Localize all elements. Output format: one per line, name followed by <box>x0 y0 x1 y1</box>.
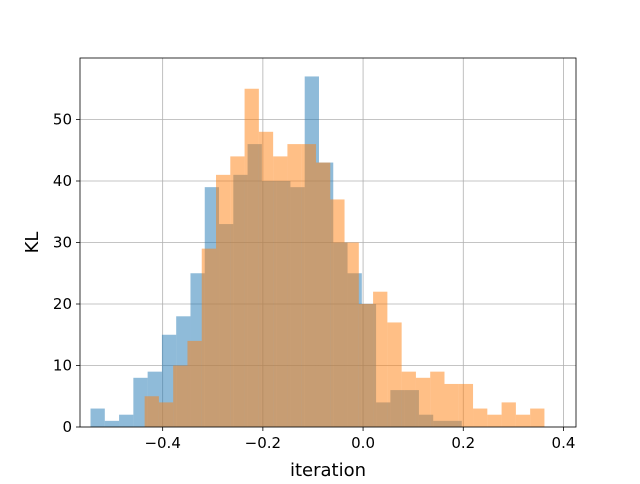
histogram-bar-series-2 <box>158 402 174 427</box>
histogram-bar-series-2 <box>444 383 459 427</box>
x-tick-label: 0.2 <box>451 434 475 452</box>
y-tick-label: 0 <box>62 418 72 436</box>
histogram-bar-series-2 <box>430 371 445 427</box>
histogram-bar-series-2 <box>515 414 531 427</box>
x-tick-label: −0.2 <box>245 434 281 452</box>
y-tick-label: 50 <box>53 111 72 129</box>
histogram-bar-series-2 <box>216 174 231 427</box>
histogram-bar-series-2 <box>301 144 316 427</box>
y-tick-label: 20 <box>53 295 72 313</box>
ticks: −0.4 −0.2 0.0 0.2 0.4 0 10 20 30 40 50 <box>53 111 575 453</box>
x-axis-label: iteration <box>290 460 366 480</box>
histogram-bar-series-2 <box>230 156 245 427</box>
histogram-bar-series-2 <box>173 365 188 427</box>
histogram-bar-series-2 <box>415 377 431 427</box>
histogram-bar-series-2 <box>501 402 516 427</box>
histogram-bar-series-2 <box>344 242 359 427</box>
bars <box>90 76 545 428</box>
histogram-bar-series-2 <box>487 414 502 427</box>
histogram-bar-series-2 <box>358 304 374 427</box>
histogram-bar-series-2 <box>458 383 474 427</box>
histogram-bar-series-2 <box>473 408 488 427</box>
y-tick-label: 10 <box>53 357 72 375</box>
histogram-bar-series-2 <box>387 322 402 427</box>
histogram-bar-series-2 <box>401 371 416 427</box>
histogram-bar-series-2 <box>144 396 159 427</box>
histogram-bar-series-2 <box>287 144 302 427</box>
histogram-bar-series-2 <box>258 131 274 428</box>
x-tick-label: 0.0 <box>351 434 375 452</box>
x-tick-label: −0.4 <box>144 434 180 452</box>
histogram-bar-series-1 <box>133 377 148 427</box>
x-tick-label: 0.4 <box>552 434 576 452</box>
histogram-bar-series-1 <box>119 414 134 427</box>
histogram-bar-series-2 <box>315 162 331 428</box>
y-axis-label: KL <box>22 232 43 254</box>
histogram-bar-series-2 <box>201 248 217 427</box>
histogram-bar-series-2 <box>373 291 388 427</box>
histogram-bar-series-2 <box>273 156 288 427</box>
histogram-bar-series-2 <box>530 408 545 427</box>
y-tick-label: 30 <box>53 234 72 252</box>
y-tick-label: 40 <box>53 172 72 190</box>
histogram-bar-series-2 <box>244 88 259 427</box>
histogram-bar-series-1 <box>90 408 105 427</box>
histogram-bar-series-1 <box>104 420 120 427</box>
histogram-bar-series-2 <box>187 340 202 427</box>
histogram-bar-series-2 <box>330 199 345 427</box>
